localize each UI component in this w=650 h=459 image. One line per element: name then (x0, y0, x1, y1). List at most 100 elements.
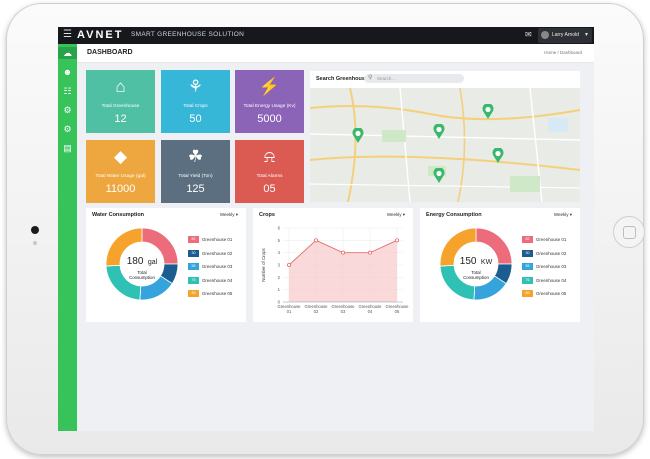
x-tick-label: Greenhouse 04 (358, 304, 382, 314)
sidebar-item-reports[interactable]: ▤ (63, 143, 72, 153)
notification-icon[interactable]: ✉ (525, 30, 532, 39)
x-tick-label: Greenhouse 05 (385, 304, 409, 314)
sensor-icon (33, 241, 37, 245)
legend-label: Greenhouse 05 (202, 291, 233, 296)
sidebar-item-settings[interactable]: ⚙ (63, 105, 72, 115)
menu-icon[interactable]: ☰ (63, 29, 72, 40)
greenhouse-pin-icon[interactable] (352, 128, 364, 143)
home-button[interactable] (613, 216, 645, 248)
legend-label: Greenhouse 01 (202, 237, 233, 242)
crops-period-select[interactable]: Weekly ▾ (386, 212, 405, 217)
user-menu[interactable]: Larry Arnold ▾ (538, 28, 592, 43)
x-tick-label: Greenhouse 03 (331, 304, 355, 314)
water-consumption-card: Water Consumption Weekly ▾ 180 gal Total… (86, 208, 246, 322)
crops-card: Crops Weekly ▾ 0 1 2 3 4 5 6 Number of Crops Gre… (253, 208, 413, 322)
tile-value: 05 (263, 183, 276, 195)
legend-value: 55 (188, 263, 199, 270)
energy-period-select[interactable]: Weekly ▾ (553, 212, 572, 217)
map-card: Search Greenhouse ⚲ Search... (310, 71, 580, 202)
energy-icon: ⚡ (258, 77, 281, 96)
tile-crops[interactable]: ⚘ Total Crops 50 (161, 70, 230, 133)
y-tick-label: 6 (278, 226, 281, 231)
brand-logo: AVNET (77, 29, 124, 41)
crops-title: Crops (259, 212, 275, 218)
legend-label: Greenhouse 01 (536, 237, 567, 242)
tile-label: Total Alarms (256, 174, 283, 179)
page-title: DASHBOARD (87, 49, 133, 56)
legend-value: 76 (522, 276, 533, 284)
legend-label: Greenhouse 04 (536, 277, 567, 283)
sidebar-item-dashboard[interactable]: ☁ (58, 47, 77, 59)
page-header: DASHBOARD Home / Dashboard (77, 44, 594, 63)
water-period-label: Weekly (219, 212, 235, 217)
tile-label: Total Greenhouse (101, 104, 140, 109)
x-tick-label: Greenhouse 01 (277, 304, 301, 314)
app-title: SMART GREENHOUSE SOLUTION (131, 31, 245, 38)
energy-slice-5[interactable] (439, 227, 477, 267)
tile-label: Total Water Usage (gal) (95, 174, 146, 179)
dashboard-screen: ☰ AVNET SMART GREENHOUSE SOLUTION ✉ Larr… (58, 27, 594, 431)
legend-value: 85 (522, 290, 533, 297)
crops-icon: ⚘ (187, 77, 204, 96)
tile-value: 125 (186, 183, 205, 195)
energy-period-label: Weekly (553, 212, 569, 217)
map-canvas (310, 88, 580, 202)
tile-value: 5000 (257, 113, 282, 125)
water-center-label: Total Consumption (129, 270, 155, 280)
tile-greenhouse[interactable]: ⌂ Total Greenhouse 12 (86, 70, 155, 133)
greenhouse-pin-icon[interactable] (433, 124, 445, 139)
greenhouse-pin-icon[interactable] (433, 168, 445, 183)
tile-value: 50 (189, 113, 202, 125)
map-search-input[interactable]: ⚲ Search... (364, 74, 464, 83)
legend-value: 30 (188, 249, 199, 257)
x-tick-label: Greenhouse 02 (304, 304, 328, 314)
greenhouse-pin-icon[interactable] (492, 148, 504, 163)
energy-center-unit: KW (480, 259, 493, 266)
sidebar-item-users[interactable]: ☻ (62, 67, 73, 77)
y-tick-label: 0 (278, 300, 281, 305)
map-view[interactable] (310, 88, 580, 202)
crops-point[interactable] (314, 238, 319, 243)
tile-water-drop[interactable]: ◆ Total Water Usage (gal) 11000 (86, 140, 155, 203)
tile-energy[interactable]: ⚡ Total Energy Usage (Kv) 5000 (235, 70, 304, 133)
breadcrumb[interactable]: Home / Dashboard (544, 50, 582, 55)
chevron-down-icon: ▾ (585, 32, 589, 38)
tile-label: Total Energy Usage (Kv) (243, 104, 296, 109)
water-slice-5[interactable] (105, 227, 143, 267)
greenhouse-pin-icon[interactable] (482, 104, 494, 119)
water-period-select[interactable]: Weekly ▾ (219, 212, 238, 217)
legend-label: Greenhouse 03 (536, 264, 567, 269)
crops-point[interactable] (394, 238, 399, 243)
search-placeholder: Search... (377, 76, 396, 81)
sidebar-item-config[interactable]: ⚙ (63, 124, 72, 134)
y-tick-label: 3 (278, 263, 281, 268)
sidebar-item-network[interactable]: ☷ (63, 86, 72, 96)
tile-value: 11000 (105, 183, 136, 195)
search-icon: ⚲ (368, 75, 373, 81)
y-tick-label: 1 (278, 287, 281, 292)
energy-consumption-title: Energy Consumption (426, 212, 482, 218)
user-name: Larry Arnold (552, 32, 579, 38)
tile-label: Total Yield (Ton) (178, 174, 213, 179)
legend-value: 85 (188, 290, 199, 297)
water-center: 180 gal Total Consumption (102, 251, 182, 280)
crops-point[interactable] (287, 263, 292, 268)
legend-label: Greenhouse 02 (202, 250, 233, 256)
legend-value: 76 (188, 276, 199, 284)
legend-label: Greenhouse 03 (202, 264, 233, 269)
crops-point[interactable] (368, 250, 373, 255)
energy-center-value: 150 (459, 256, 477, 267)
crops-point[interactable] (341, 250, 346, 255)
tile-alarm[interactable]: ⍾ Total Alarms 05 (235, 140, 304, 203)
legend-value: 30 (522, 249, 533, 257)
water-center-value: 180 (126, 256, 144, 267)
alarm-icon: ⍾ (263, 147, 276, 166)
greenhouse-icon: ⌂ (115, 77, 126, 96)
legend-label: Greenhouse 04 (202, 277, 233, 283)
water-drop-icon: ◆ (113, 147, 128, 166)
energy-center: 150 KW Total Consumption (436, 251, 516, 280)
tile-yield[interactable]: ☘ Total Yield (Ton) 125 (161, 140, 230, 203)
legend-label: Greenhouse 05 (536, 291, 567, 296)
yield-icon: ☘ (187, 147, 204, 166)
